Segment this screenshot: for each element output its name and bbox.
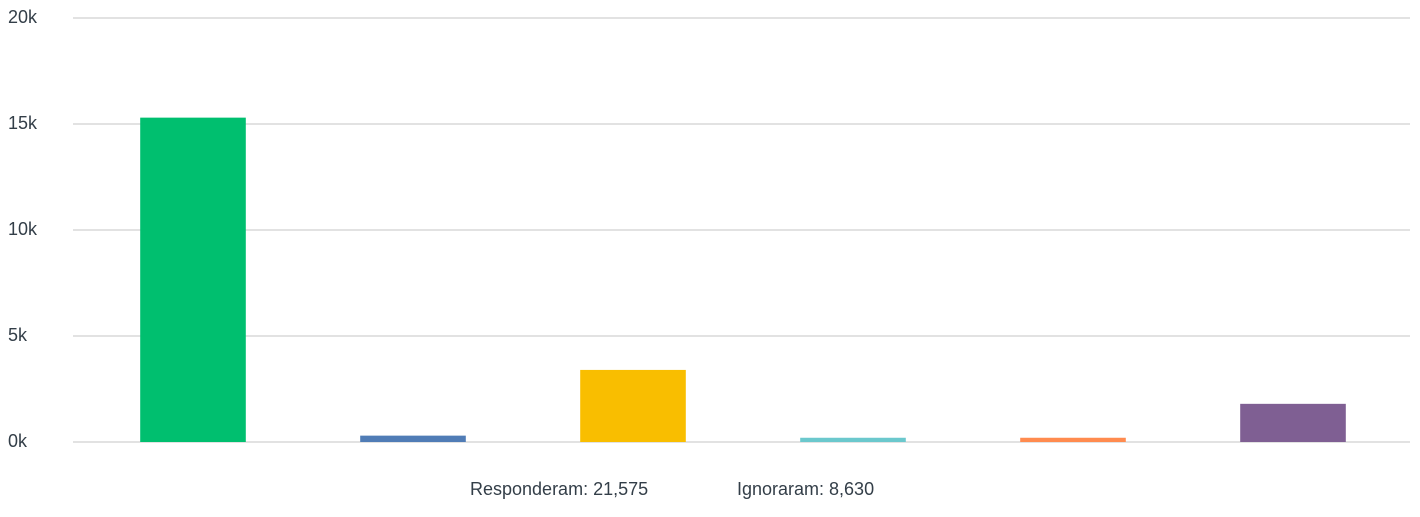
y-tick-label: 20k — [8, 7, 38, 27]
y-tick-label: 0k — [8, 431, 28, 451]
bar — [580, 369, 686, 442]
y-tick-label: 5k — [8, 325, 28, 345]
bar — [360, 435, 466, 442]
footer-responded: Responderam: 21,575 — [470, 479, 648, 499]
bar — [1240, 403, 1346, 442]
y-tick-label: 10k — [8, 219, 38, 239]
footer-ignored: Ignoraram: 8,630 — [737, 479, 874, 499]
bar — [800, 437, 906, 442]
y-tick-label: 15k — [8, 113, 38, 133]
bar — [140, 117, 246, 442]
bar — [1020, 437, 1126, 442]
